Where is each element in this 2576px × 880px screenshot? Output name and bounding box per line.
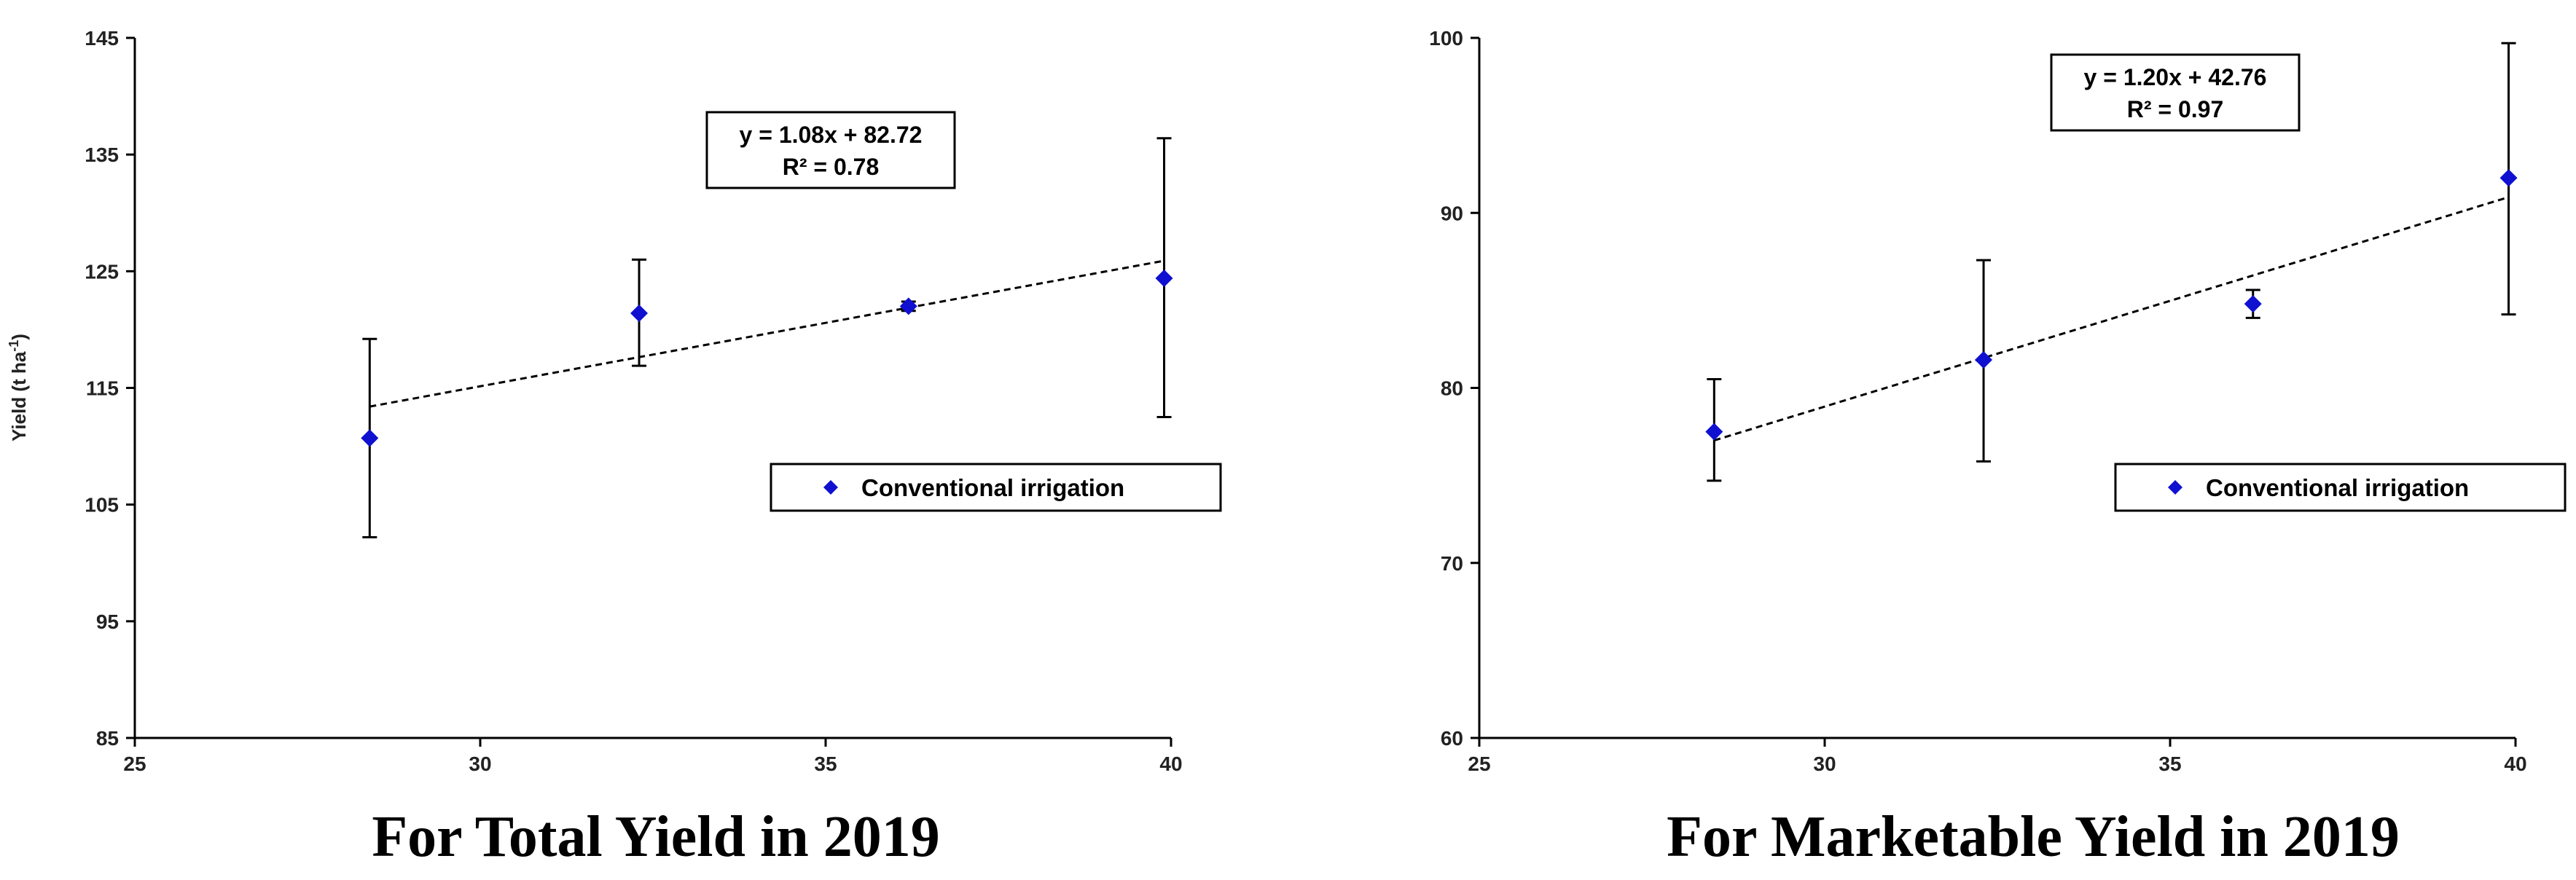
- legend-marker: [2168, 480, 2182, 495]
- legend-label: Conventional irrigation: [861, 474, 1124, 501]
- y-tick-label: 80: [1441, 377, 1463, 400]
- y-axis-label-close: ): [8, 334, 30, 340]
- y-axis-label-text: Yield (t ha: [8, 351, 30, 441]
- data-point: [899, 297, 917, 315]
- y-tick-label: 90: [1441, 202, 1463, 224]
- y-tick-label: 100: [1429, 27, 1463, 50]
- data-point: [1155, 269, 1173, 287]
- r-squared: R² = 0.97: [2127, 96, 2224, 122]
- y-tick-label: 60: [1441, 727, 1463, 750]
- legend: [2114, 463, 2567, 512]
- y-tick-label: 85: [96, 727, 119, 750]
- y-axis-label: Yield (t ha-1): [7, 334, 30, 441]
- y-tick-label: 95: [96, 610, 119, 633]
- data-point: [630, 304, 649, 322]
- x-tick-label: 35: [2158, 753, 2181, 775]
- data-point: [2244, 295, 2262, 313]
- data-point: [1975, 351, 1993, 369]
- legend-marker: [823, 480, 838, 495]
- x-tick-label: 30: [469, 753, 491, 775]
- r-squared: R² = 0.78: [783, 154, 880, 180]
- data-point: [1705, 423, 1723, 441]
- y-tick-label: 70: [1441, 552, 1463, 575]
- x-tick-label: 40: [2504, 753, 2526, 775]
- regression-equation: y = 1.08x + 82.72: [740, 122, 923, 148]
- legend: [770, 463, 1222, 512]
- legend-label: Conventional irrigation: [2206, 474, 2469, 501]
- x-tick-label: 30: [1813, 753, 1836, 775]
- chart-1: 85 95 105 115 125 135 145 25 30 35 40 Yield (t ha-1…: [7, 27, 1222, 869]
- x-tick-label: 35: [814, 753, 837, 775]
- y-tick-label: 145: [85, 27, 119, 50]
- y-tick-label: 135: [85, 144, 119, 166]
- trendline: [369, 259, 1164, 408]
- y-tick-label: 105: [85, 494, 119, 516]
- data-point: [2499, 169, 2518, 187]
- equation-box: [2050, 53, 2301, 132]
- trendline: [1713, 196, 2509, 442]
- equation-box: [705, 111, 956, 189]
- chart-2: 60 70 80 90 100 25 30 35 40 y = 1.20x + 42.76 R² =…: [1429, 27, 2567, 869]
- chart-caption: For Marketable Yield in 2019: [1667, 805, 2400, 869]
- y-tick-label: 115: [86, 377, 119, 400]
- regression-equation: y = 1.20x + 42.76: [2084, 64, 2267, 90]
- y-tick-label: 125: [85, 260, 119, 283]
- chart-caption: For Total Yield in 2019: [372, 805, 939, 869]
- x-tick-label: 40: [1159, 753, 1182, 775]
- data-point: [361, 429, 379, 447]
- y-axis-label-superscript: -1: [7, 340, 21, 352]
- x-tick-label: 25: [1468, 753, 1490, 775]
- x-tick-label: 25: [123, 753, 146, 775]
